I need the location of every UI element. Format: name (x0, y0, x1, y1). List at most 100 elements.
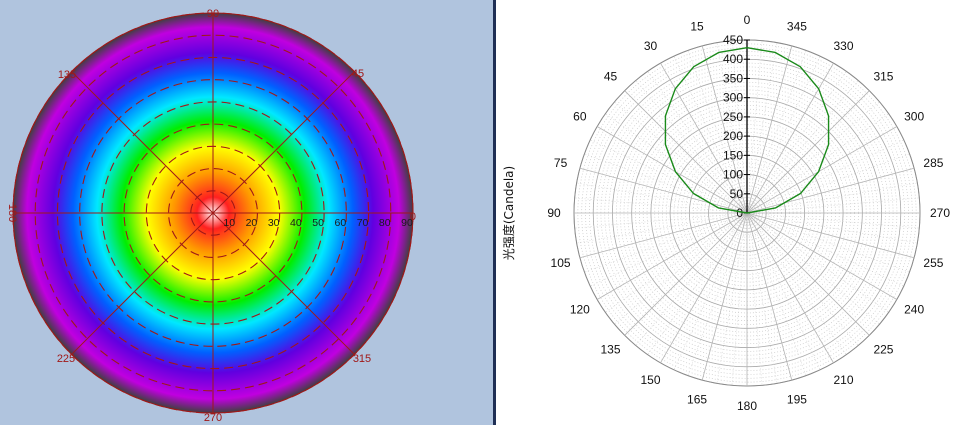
radial-tick-label: 30 (268, 217, 280, 229)
major-spoke (746, 212, 898, 300)
major-spoke (596, 212, 748, 300)
radial-tick-label: 10 (223, 217, 235, 229)
major-spoke (579, 212, 748, 259)
radial-tick-label: 50 (312, 217, 324, 229)
theta-tick-label: 195 (787, 392, 807, 406)
theta-tick-label: 105 (551, 256, 571, 270)
major-spoke (746, 212, 834, 364)
radial-tick-label: 60 (334, 217, 346, 229)
minor-spoke (576, 212, 748, 244)
minor-spoke (731, 212, 748, 386)
minor-spoke (746, 212, 910, 273)
radial-tick-label: 90 (401, 217, 413, 229)
theta-tick-label: 240 (904, 303, 924, 317)
minor-spoke (746, 212, 880, 325)
minor-spoke (605, 212, 748, 313)
theta-tick-label: 30 (644, 39, 658, 53)
radial-tick-label: 350 (723, 71, 743, 85)
minor-spoke (635, 80, 748, 214)
radial-tick-label: 450 (723, 33, 743, 47)
theta-tick-label: 180 (737, 399, 757, 413)
major-spoke (746, 126, 898, 214)
major-spoke (701, 45, 748, 214)
minor-spoke (647, 71, 748, 214)
polar-intensity-plot: 0 15 30 45 60 75 90 105 120 135 150 165 180 195 210 225… (501, 13, 950, 413)
polar-heatmap: 90 45 0 315 270 225 180 135 10 20 30 40 50 60 70 80 90 (6, 8, 416, 424)
theta-tick-label: 15 (690, 20, 704, 34)
major-spoke (746, 212, 793, 381)
radial-tick-label: 70 (357, 217, 369, 229)
radial-tick-label: 200 (723, 129, 743, 143)
minor-spoke (746, 212, 904, 287)
minor-spoke (746, 56, 821, 214)
angle-label: 0 (410, 211, 416, 223)
major-spoke (746, 45, 793, 214)
theta-tick-label: 75 (554, 156, 568, 170)
minor-spoke (746, 40, 763, 214)
radial-tick-label: 40 (290, 217, 302, 229)
minor-spoke (687, 212, 748, 376)
minor-spoke (746, 101, 880, 214)
theta-tick-label: 90 (547, 206, 561, 220)
angle-spoke (71, 71, 214, 214)
theta-tick-label: 225 (873, 342, 893, 356)
minor-spoke (746, 42, 778, 214)
theta-tick-label: 270 (930, 206, 950, 220)
theta-tick-label: 0 (744, 13, 751, 27)
minor-spoke (590, 212, 748, 287)
minor-spoke (746, 80, 859, 214)
minor-spoke (574, 197, 748, 214)
minor-spoke (746, 212, 920, 229)
right-polar-plot-panel: 0 15 30 45 60 75 90 105 120 135 150 165 180 195 210 225… (496, 0, 968, 425)
radial-tick-label: 50 (730, 187, 744, 201)
radial-tick-label: 150 (723, 148, 743, 162)
minor-spoke (673, 212, 748, 370)
intensity-curve (664, 46, 830, 214)
minor-spoke (574, 212, 748, 229)
minor-spoke (687, 50, 748, 214)
minor-spoke (635, 212, 748, 346)
minor-spoke (746, 113, 889, 214)
panel-divider (493, 0, 496, 425)
minor-spoke (614, 101, 748, 214)
minor-spoke (746, 50, 807, 214)
angle-spoke (212, 212, 355, 355)
radial-tick-label: 400 (723, 52, 743, 66)
angle-spoke (71, 212, 214, 355)
angle-label: 45 (352, 68, 364, 80)
minor-spoke (731, 40, 748, 214)
angle-label: 90 (207, 8, 219, 20)
theta-tick-label: 150 (640, 373, 660, 387)
minor-spoke (605, 113, 748, 214)
theta-tick-label: 285 (923, 156, 943, 170)
major-spoke (660, 212, 748, 364)
theta-tick-label: 45 (604, 70, 618, 84)
major-spoke (746, 212, 870, 336)
angle-label: 135 (58, 69, 76, 81)
angle-spoke (212, 71, 355, 214)
angle-label: 270 (204, 412, 222, 424)
radial-tick-label: 100 (723, 168, 743, 182)
minor-spoke (746, 212, 859, 346)
minor-spoke (746, 139, 904, 214)
minor-spoke (673, 56, 748, 214)
angle-label: 315 (353, 353, 371, 365)
theta-tick-label: 315 (873, 70, 893, 84)
left-polar-heatmap-panel: 90 45 0 315 270 225 180 135 10 20 30 40 50 60 70 80 90 (0, 0, 494, 425)
radial-tick-label: 300 (723, 91, 743, 105)
major-spoke (660, 62, 748, 214)
minor-spoke (746, 212, 763, 386)
theta-tick-label: 135 (601, 342, 621, 356)
radial-tick-label: 20 (246, 217, 258, 229)
minor-spoke (590, 139, 748, 214)
major-spoke (746, 167, 915, 214)
minor-spoke (746, 212, 778, 384)
minor-spoke (746, 212, 889, 313)
minor-spoke (746, 71, 847, 214)
y-axis-label: 光强度(Candela) (501, 166, 516, 260)
minor-spoke (746, 212, 918, 244)
theta-tick-label: 345 (787, 20, 807, 34)
minor-spoke (746, 153, 910, 214)
major-spoke (579, 167, 748, 214)
minor-spoke (647, 212, 748, 355)
